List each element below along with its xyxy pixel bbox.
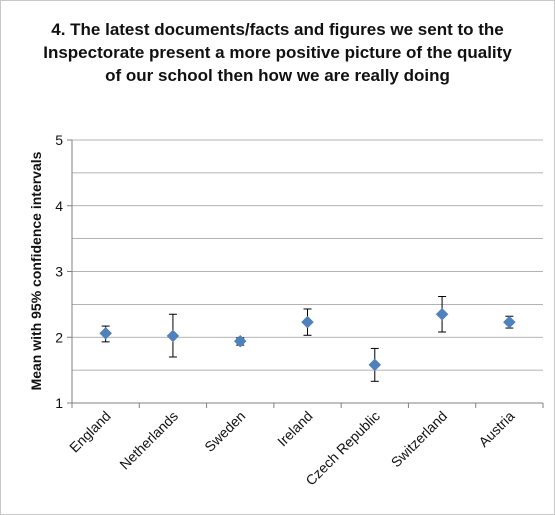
x-tick-label: England bbox=[66, 408, 114, 456]
data-point bbox=[233, 334, 247, 348]
x-tick-label: Netherlands bbox=[116, 408, 181, 473]
data-point bbox=[368, 358, 382, 372]
chart-title: 4. The latest documents/facts and figure… bbox=[43, 20, 512, 85]
grid-lines bbox=[72, 139, 543, 404]
x-tick-label: Sweden bbox=[201, 408, 248, 455]
error-bars bbox=[101, 295, 514, 382]
data-point bbox=[166, 329, 180, 343]
y-axis-label: Mean with 95% confidence intervals bbox=[28, 151, 44, 390]
axes bbox=[67, 139, 544, 408]
x-tick-label: Austria bbox=[475, 408, 517, 450]
y-tick-label: 3 bbox=[55, 264, 63, 280]
x-tick-label: Ireland bbox=[274, 408, 316, 450]
y-tick-label: 1 bbox=[55, 395, 63, 411]
data-point bbox=[301, 315, 314, 329]
y-tick-label: 5 bbox=[55, 132, 63, 148]
data-point bbox=[435, 307, 449, 321]
x-tick-label: Switzerland bbox=[388, 408, 450, 470]
y-tick-label: 4 bbox=[55, 198, 63, 214]
data-points bbox=[99, 307, 516, 372]
data-point bbox=[99, 326, 112, 340]
y-tick-label: 2 bbox=[55, 329, 63, 345]
data-point bbox=[503, 315, 516, 329]
